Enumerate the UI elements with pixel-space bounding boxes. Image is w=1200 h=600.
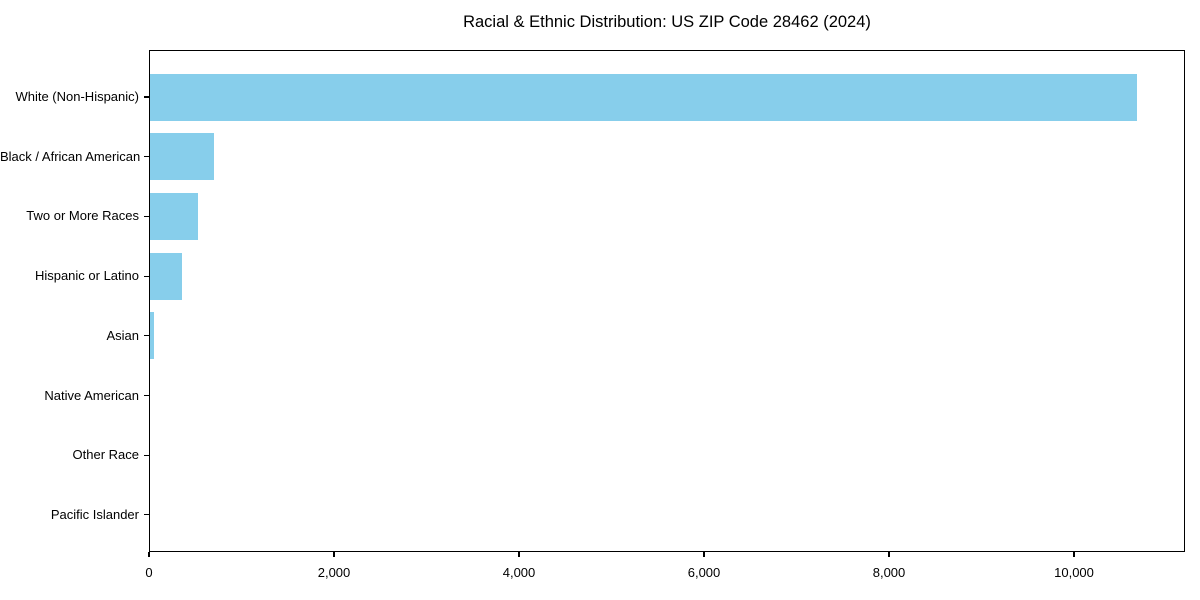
y-tick (144, 275, 149, 277)
y-tick-label: White (Non-Hispanic) (15, 89, 139, 104)
y-tick (144, 156, 149, 158)
plot-area (149, 50, 1185, 552)
bar-hispanic-or-latino (150, 252, 182, 300)
x-tick-label: 10,000 (1054, 565, 1094, 580)
x-tick (1073, 552, 1075, 557)
x-tick (703, 552, 705, 557)
chart-title: Racial & Ethnic Distribution: US ZIP Cod… (463, 13, 871, 31)
y-tick (144, 335, 149, 337)
x-tick (148, 552, 150, 557)
y-tick (144, 394, 149, 397)
y-tick-label: Pacific Islander (50, 506, 139, 522)
y-tick-label: Hispanic or Latino (34, 268, 139, 284)
y-tick-label: Black / African American (0, 148, 141, 164)
x-tick-label: 6,000 (687, 565, 721, 580)
bar-two-or-more-races (150, 192, 199, 240)
x-tick (888, 552, 890, 557)
y-tick (144, 96, 149, 98)
y-tick-label: Asian (106, 327, 139, 343)
x-tick (518, 552, 520, 557)
y-tick (144, 454, 149, 456)
y-tick-label: Native American (44, 387, 139, 403)
y-tick-label: Two or More Races (26, 208, 139, 224)
y-tick (144, 514, 149, 516)
x-tick-label: 2,000 (317, 565, 351, 580)
bar-asian (150, 312, 155, 360)
x-tick-label: 0 (145, 565, 153, 580)
x-tick-label: 8,000 (872, 565, 906, 580)
y-tick-label: Other Race (72, 447, 139, 463)
bar-black-african-american (150, 133, 215, 181)
x-tick-label: 4,000 (502, 565, 536, 580)
bar-white-non-hispanic (150, 73, 1137, 121)
x-tick (333, 552, 335, 557)
y-tick (144, 215, 149, 217)
